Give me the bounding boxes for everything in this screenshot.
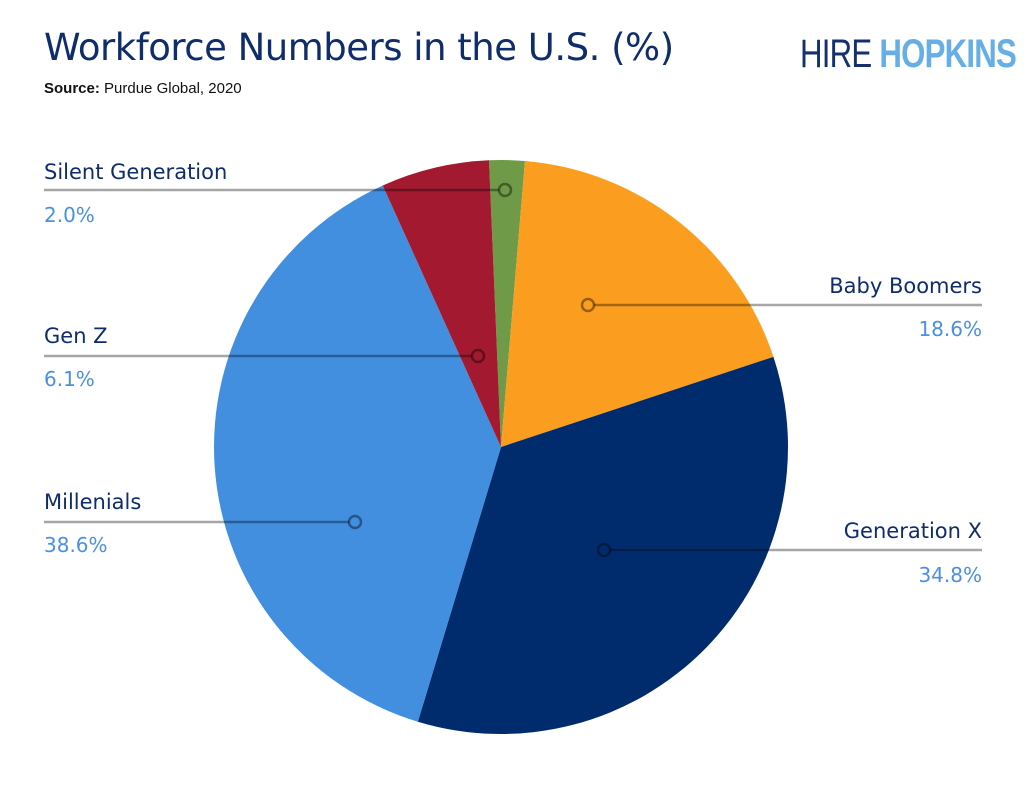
chart-source: Source: Purdue Global, 2020 [44,80,242,97]
leader-dot-silent-generation [497,182,513,198]
leader-dot-baby-boomers [580,297,596,313]
label-baby-boomers: Baby Boomers [829,274,982,298]
label-silent-generation: Silent Generation [44,160,228,184]
label-gen-z: Gen Z [44,324,108,348]
value-millenials: 38.6% [44,533,108,557]
pie-slice-baby-boomers [501,161,774,447]
value-silent-generation: 2.0% [44,203,95,227]
label-generation-x: Generation X [843,519,982,543]
pie-slice-millenials [214,185,501,722]
pie-slice-gen-z [382,160,501,447]
pie-slice-generation-x [417,356,788,734]
value-baby-boomers: 18.6% [918,317,982,341]
source-label: Source: [44,80,100,97]
leader-dot-generation-x [596,542,612,558]
label-millenials: Millenials [44,490,142,514]
chart-title: Workforce Numbers in the U.S. (%) [44,26,674,69]
leader-dot-millenials [347,514,363,530]
pie-slice-silent-generation [488,160,525,447]
value-gen-z: 6.1% [44,367,95,391]
hire-hopkins-logo: HIRE HOPKINS [800,32,1017,76]
leader-dot-gen-z [470,348,486,364]
source-text: Purdue Global, 2020 [104,80,242,97]
value-generation-x: 34.8% [918,563,982,587]
